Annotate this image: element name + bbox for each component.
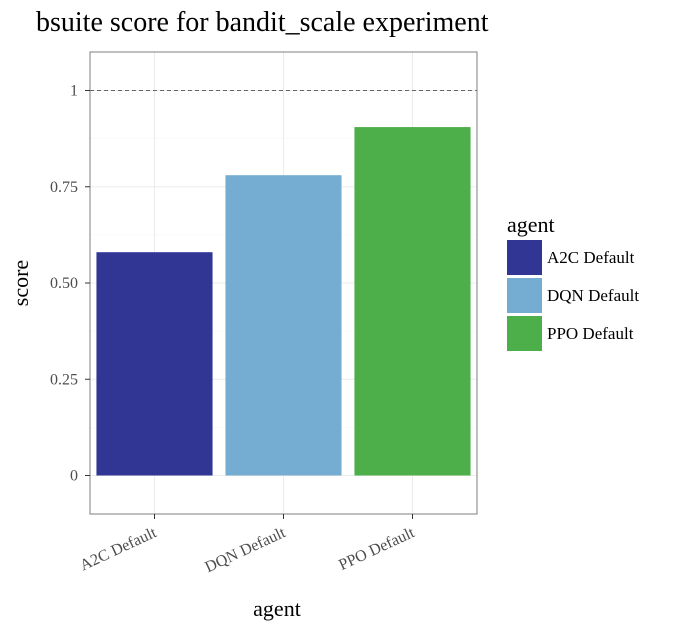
x-axis-title: agent bbox=[253, 596, 301, 621]
legend-title: agent bbox=[507, 212, 555, 237]
bar-a2c-default bbox=[96, 252, 213, 476]
legend-key bbox=[507, 240, 542, 275]
y-tick-label: 0.25 bbox=[50, 371, 78, 388]
x-tick-label: A2C Default bbox=[78, 524, 160, 574]
legend-key bbox=[507, 316, 542, 351]
y-axis-title: score bbox=[8, 260, 33, 306]
x-tick-label: PPO Default bbox=[336, 524, 417, 574]
bar-ppo-default bbox=[354, 127, 471, 476]
y-axis: 0 0.25 0.50 0.75 1 bbox=[50, 83, 90, 485]
bars bbox=[96, 127, 471, 476]
x-tick-label: DQN Default bbox=[202, 524, 288, 576]
bar-dqn-default bbox=[225, 175, 342, 476]
legend-key bbox=[507, 278, 542, 313]
x-axis: A2C Default DQN Default PPO Default bbox=[78, 514, 418, 576]
legend: agent A2C Default DQN Default PPO Default bbox=[507, 212, 639, 351]
y-tick-label: 0 bbox=[70, 468, 78, 485]
legend-label: DQN Default bbox=[547, 286, 639, 305]
legend-label: PPO Default bbox=[547, 324, 634, 343]
legend-label: A2C Default bbox=[547, 248, 635, 267]
y-tick-label: 0.50 bbox=[50, 275, 78, 292]
y-tick-label: 1 bbox=[70, 83, 78, 100]
y-tick-label: 0.75 bbox=[50, 179, 78, 196]
chart-title: bsuite score for bandit_scale experiment bbox=[36, 7, 489, 38]
